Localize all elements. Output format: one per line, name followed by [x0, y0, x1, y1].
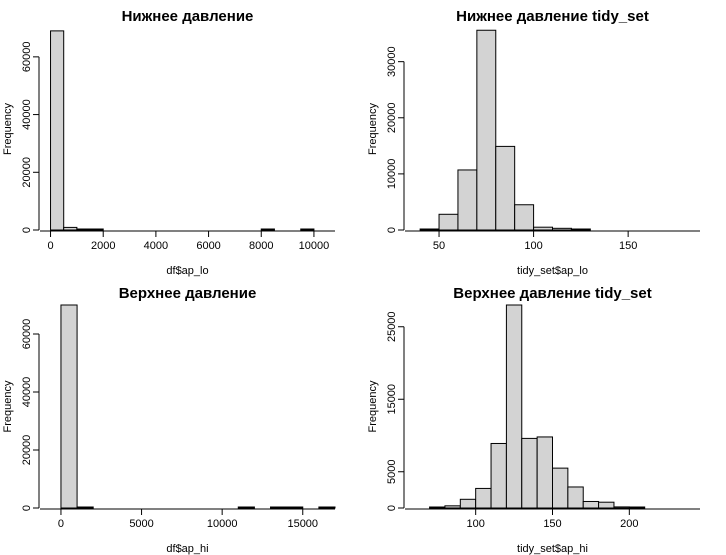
panel-4: Верхнее давление tidy_set 100 150 200 0 5000 1… — [367, 285, 700, 555]
y-tick-label: 0 — [21, 505, 33, 511]
panel-title: Верхнее давление tidy_set — [453, 285, 651, 302]
y-axis-label: Frequency — [2, 380, 14, 432]
histogram-bar — [628, 506, 646, 509]
panel-3: Верхнее давление 0 5000 10000 15000 0 20000 400… — [2, 285, 336, 555]
histogram-bar — [300, 228, 315, 231]
histogram-bar — [50, 30, 65, 231]
histogram-bar — [490, 442, 507, 509]
panel-2: Нижнее давление tidy_set 50 100 150 0 10000 20… — [367, 8, 700, 277]
histogram-bar — [495, 145, 516, 231]
panel-title: Нижнее давление tidy_set — [456, 8, 649, 25]
x-tick-label: 10000 — [207, 518, 238, 530]
histogram-bar — [76, 506, 94, 509]
x-axis-label: tidy_set$ap_lo — [517, 265, 588, 277]
x-tick-label: 0 — [47, 240, 53, 252]
x-tick-label: 4000 — [144, 240, 168, 252]
x-axis-label: tidy_set$ap_hi — [517, 543, 588, 555]
histogram-bar — [475, 487, 492, 509]
y-tick-label: 20000 — [21, 435, 33, 466]
y-axis-label: Frequency — [2, 103, 14, 155]
histogram-bar — [76, 228, 91, 231]
x-tick-label: 0 — [58, 518, 64, 530]
y-tick-label: 30000 — [386, 46, 398, 77]
y-tick-label: 40000 — [21, 377, 33, 408]
y-tick-label: 60000 — [21, 42, 33, 73]
x-tick-label: 15000 — [287, 518, 318, 530]
histogram-bar — [60, 304, 78, 509]
histogram-bar — [419, 228, 440, 231]
histogram-bar — [270, 506, 288, 509]
histogram-bar — [536, 436, 554, 509]
x-tick-label: 8000 — [249, 240, 273, 252]
x-tick-label: 5000 — [129, 518, 153, 530]
histogram-bar — [570, 228, 591, 231]
histogram-bar — [476, 29, 497, 231]
histogram-bar — [552, 227, 572, 231]
x-tick-label: 150 — [619, 240, 637, 252]
histogram-bar — [318, 506, 336, 509]
histogram-bar — [260, 228, 275, 231]
y-tick-label: 40000 — [21, 99, 33, 130]
y-axis-label: Frequency — [367, 103, 379, 155]
y-axis-label: Frequency — [367, 380, 379, 432]
y-tick-label: 10000 — [386, 159, 398, 190]
histogram-bar — [286, 506, 304, 509]
x-axis-label: df$ap_hi — [166, 543, 208, 555]
y-tick-label: 5000 — [386, 460, 398, 484]
x-tick-label: 10000 — [299, 240, 330, 252]
histogram-bar — [457, 169, 478, 231]
histogram-bar — [438, 213, 459, 231]
y-tick-label: 0 — [386, 505, 398, 511]
histogram-bar — [533, 226, 553, 231]
y-tick-label: 20000 — [386, 102, 398, 133]
x-tick-label: 100 — [524, 240, 542, 252]
histogram-bar — [514, 204, 535, 231]
y-tick-label: 0 — [386, 227, 398, 233]
y-tick-label: 20000 — [21, 157, 33, 188]
histogram-bar — [521, 437, 538, 509]
x-tick-label: 150 — [543, 518, 561, 530]
histogram-bar — [444, 505, 461, 509]
panel-1: Нижнее давление 0 2000 4000 6000 8000 10000 0 20… — [2, 8, 335, 277]
y-tick-label: 25000 — [386, 311, 398, 342]
histogram-bar — [552, 467, 569, 509]
y-tick-label: 60000 — [21, 319, 33, 350]
x-tick-label: 6000 — [196, 240, 220, 252]
x-tick-label: 50 — [433, 240, 445, 252]
panel-title: Верхнее давление — [119, 285, 257, 302]
histogram-bar — [459, 498, 477, 509]
histogram-bar — [429, 506, 446, 509]
histogram-bar — [237, 506, 255, 509]
histogram-bar — [567, 486, 584, 509]
x-axis-label: df$ap_lo — [166, 265, 208, 277]
histogram-bar — [582, 500, 600, 509]
x-tick-label: 2000 — [91, 240, 115, 252]
panel-title: Нижнее давление — [122, 8, 254, 25]
x-tick-label: 200 — [620, 518, 638, 530]
histogram-bar — [89, 228, 104, 231]
histogram-bar — [63, 226, 78, 231]
histogram-bar — [505, 304, 523, 509]
histogram-bar — [613, 506, 630, 509]
x-tick-label: 100 — [466, 518, 484, 530]
y-tick-label: 15000 — [386, 384, 398, 415]
histogram-bar — [598, 501, 615, 509]
y-tick-label: 0 — [21, 227, 33, 233]
